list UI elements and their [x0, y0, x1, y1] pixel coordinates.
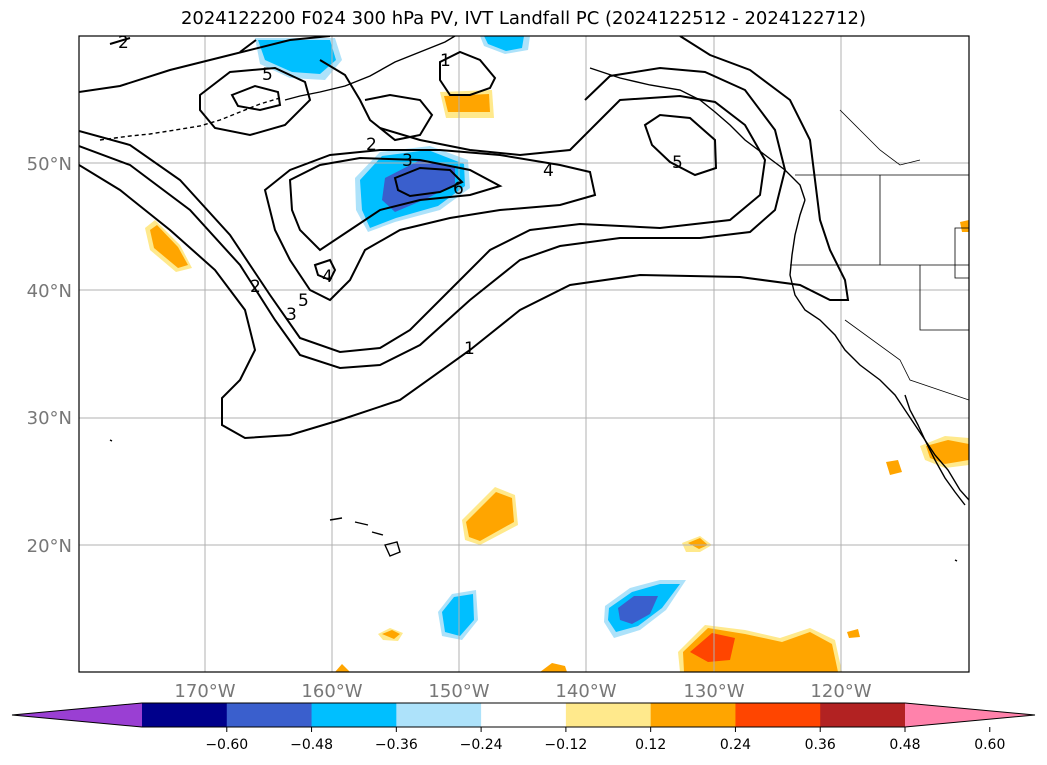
contour-5: [643, 113, 718, 177]
colorbar-tick-label: 0.48: [889, 737, 920, 753]
lat-tick-labels: 50°N 40°N 30°N 20°N: [27, 154, 72, 557]
colorbar-extend-min: [12, 703, 142, 727]
contour-4: [439, 50, 497, 96]
colorbar-tick-label: −0.12: [544, 737, 587, 753]
colorbar-tick-label: 0.12: [635, 737, 666, 753]
shade-positive: [382, 630, 400, 639]
coastlines: [99, 36, 969, 562]
shade-positive: [886, 460, 902, 475]
lon-tick-label: 150°W: [428, 681, 489, 702]
contour-2: [79, 66, 787, 370]
shade-positive: [150, 225, 188, 268]
contour-label: 2: [118, 33, 129, 53]
island-small: [954, 559, 958, 562]
contour-label: 1: [464, 339, 475, 359]
state-border: [839, 109, 921, 166]
map-title: 2024122200 F024 300 hPa PV, IVT Landfall…: [180, 8, 867, 29]
lat-tick-label: 20°N: [27, 536, 72, 557]
shade-positive: [466, 492, 514, 541]
map-frame: [78, 35, 970, 673]
gridlines: [79, 36, 969, 672]
shade-positive: [540, 663, 567, 672]
contour-1: [79, 36, 331, 93]
contour-5: [288, 156, 503, 252]
colorbar-segment: [820, 703, 906, 727]
contour-small: [313, 258, 337, 282]
hawaii-islands: [329, 517, 401, 557]
shade-negative: [618, 596, 658, 624]
lat-tick-label: 50°N: [27, 154, 72, 175]
canada-coast: [589, 67, 806, 201]
contour-label: 5: [298, 291, 309, 311]
contour-label: 6: [453, 179, 464, 199]
lon-tick-label: 140°W: [555, 681, 616, 702]
contour-label: 3: [286, 305, 297, 325]
contour-label: 3: [402, 151, 413, 171]
shade-positive: [690, 633, 735, 662]
colorbar-tick-label: −0.48: [290, 737, 333, 753]
colorbar-segment: [226, 703, 313, 727]
state-borders: [790, 109, 969, 401]
shade-positive: [960, 220, 969, 232]
shade-negative: [382, 160, 455, 212]
shade-negative: [484, 36, 524, 51]
colorbar-extend-max: [905, 703, 1035, 727]
colorbar-segment: [481, 703, 567, 727]
contour-4: [263, 149, 597, 302]
contour-2: [109, 37, 257, 53]
colorbar-tick-label: −0.24: [460, 737, 503, 753]
shade-positive: [444, 94, 490, 112]
contour-label: 2: [250, 277, 261, 297]
colorbar-segment: [565, 703, 652, 727]
shade-positive: [335, 664, 350, 672]
colorbar-tick-label: 0.36: [805, 737, 836, 753]
contour-2: [319, 59, 434, 142]
colorbar-segment: [142, 703, 228, 727]
pv-contours: [79, 36, 850, 440]
us-west-coast: [789, 199, 969, 501]
state-border: [844, 319, 969, 401]
contour-3: [79, 94, 767, 354]
lon-tick-label: 170°W: [174, 681, 235, 702]
shade-negative: [258, 40, 336, 74]
contour-5: [199, 66, 312, 137]
contour-label-group: 2 5 1 2 3 4 6 5 4 1 2 3 5: [118, 33, 683, 359]
colorbar-outline: [11, 702, 1036, 728]
map-area: 2 5 1 2 3 4 6 5 4 1 2 3 5: [79, 33, 969, 672]
colorbar-segment: [311, 703, 397, 727]
lon-tick-label: 120°W: [810, 681, 871, 702]
lon-tick-labels: 170°W 160°W 150°W 140°W 130°W 120°W: [174, 681, 871, 702]
contour-5: [230, 84, 282, 112]
contour-label: 4: [322, 267, 333, 287]
alaska-coast: [284, 36, 456, 101]
shade-negative: [442, 594, 474, 636]
contour-6: [393, 166, 464, 198]
shade-positive: [847, 629, 860, 638]
colorbar-segment: [396, 703, 482, 727]
state-border: [954, 227, 969, 279]
contour-label: 2: [366, 135, 377, 155]
colorbar-tick-label: 0.24: [720, 737, 751, 753]
contour-label: 1: [440, 51, 451, 71]
lat-tick-label: 40°N: [27, 281, 72, 302]
contour-1: [79, 36, 850, 440]
contour-label: 5: [262, 65, 273, 85]
baja-california: [904, 394, 966, 506]
contour-label: 5: [672, 153, 683, 173]
state-border: [790, 175, 969, 331]
colorbar-tick-label: −0.60: [205, 737, 248, 753]
lon-tick-label: 160°W: [301, 681, 362, 702]
contour-label: 4: [543, 161, 554, 181]
lon-tick-label: 130°W: [683, 681, 744, 702]
colorbar-segment: [735, 703, 821, 727]
colorbar: −0.60 −0.48 −0.36 −0.24 −0.12 0.12 0.24 0.36 0.4…: [11, 702, 1036, 753]
shading-layer: [145, 36, 969, 672]
colorbar-segment: [650, 703, 736, 727]
colorbar-tick-label: −0.36: [375, 737, 418, 753]
island-small: [109, 439, 113, 442]
shade-positive: [688, 538, 708, 549]
colorbar-tick-label: 0.60: [974, 737, 1005, 753]
lat-tick-label: 30°N: [27, 408, 72, 429]
